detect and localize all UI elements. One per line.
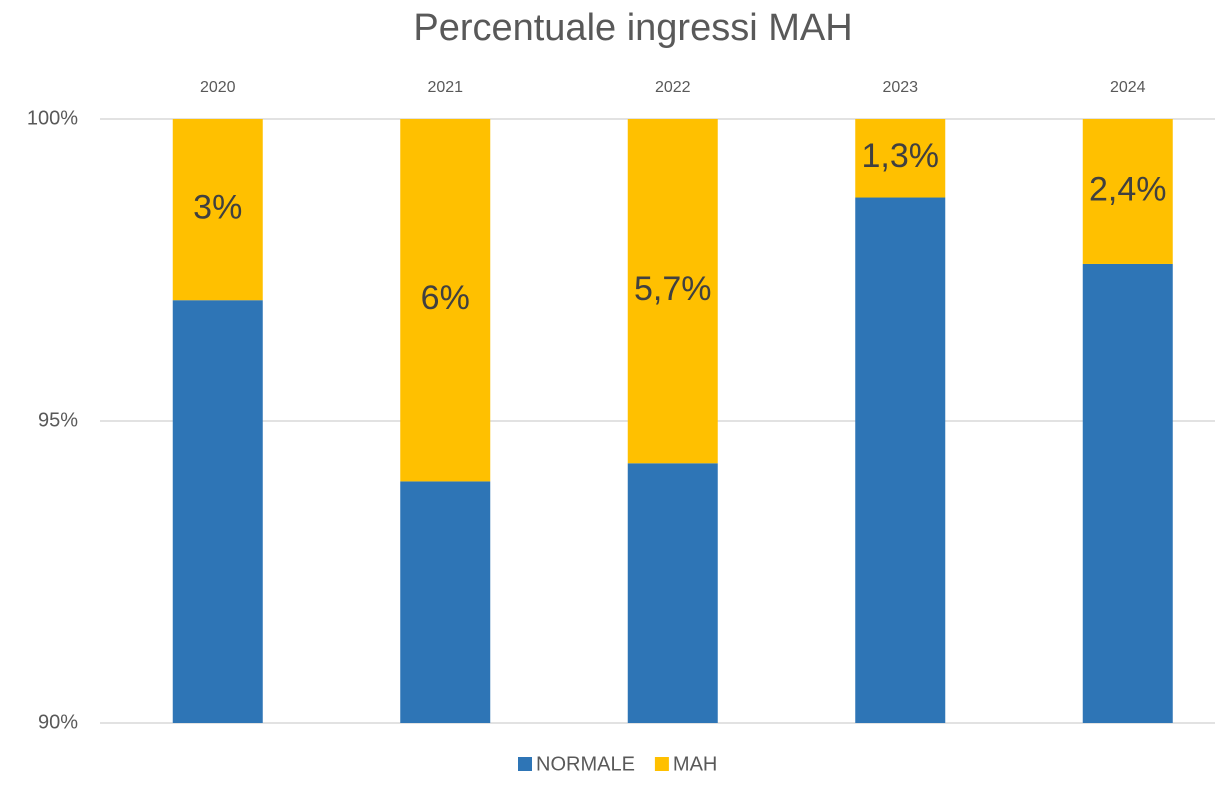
data-label: 3% [193,189,242,227]
x-tick-label: 2024 [1110,79,1146,96]
x-tick-label: 2023 [882,79,918,96]
bar-segment [855,197,946,723]
bar-segment [627,463,718,723]
bar-segment [1082,263,1173,723]
data-label: 6% [421,279,470,317]
legend-label: NORMALE [536,753,635,775]
legend-label: MAH [673,753,717,775]
y-tick-label: 100% [27,107,78,129]
data-label: 1,3% [862,137,940,175]
bar-segment [400,119,491,482]
bar-segment [855,119,946,198]
y-tick-label: 90% [38,711,78,733]
y-tick-label: 95% [38,409,78,431]
bar-segment [172,119,263,301]
x-tick-label: 2020 [200,79,236,96]
bar-segment [400,481,491,723]
data-label: 5,7% [634,270,712,308]
legend-swatch [654,757,669,771]
data-label: 2,4% [1089,170,1167,208]
bar-segment [1082,119,1173,264]
bar-segment [627,119,718,464]
bar-segment [172,300,263,723]
x-tick-label: 2021 [427,79,463,96]
chart-title: Percentuale ingressi MAH [413,7,852,49]
legend-swatch [518,757,532,771]
x-tick-label: 2022 [655,79,691,96]
